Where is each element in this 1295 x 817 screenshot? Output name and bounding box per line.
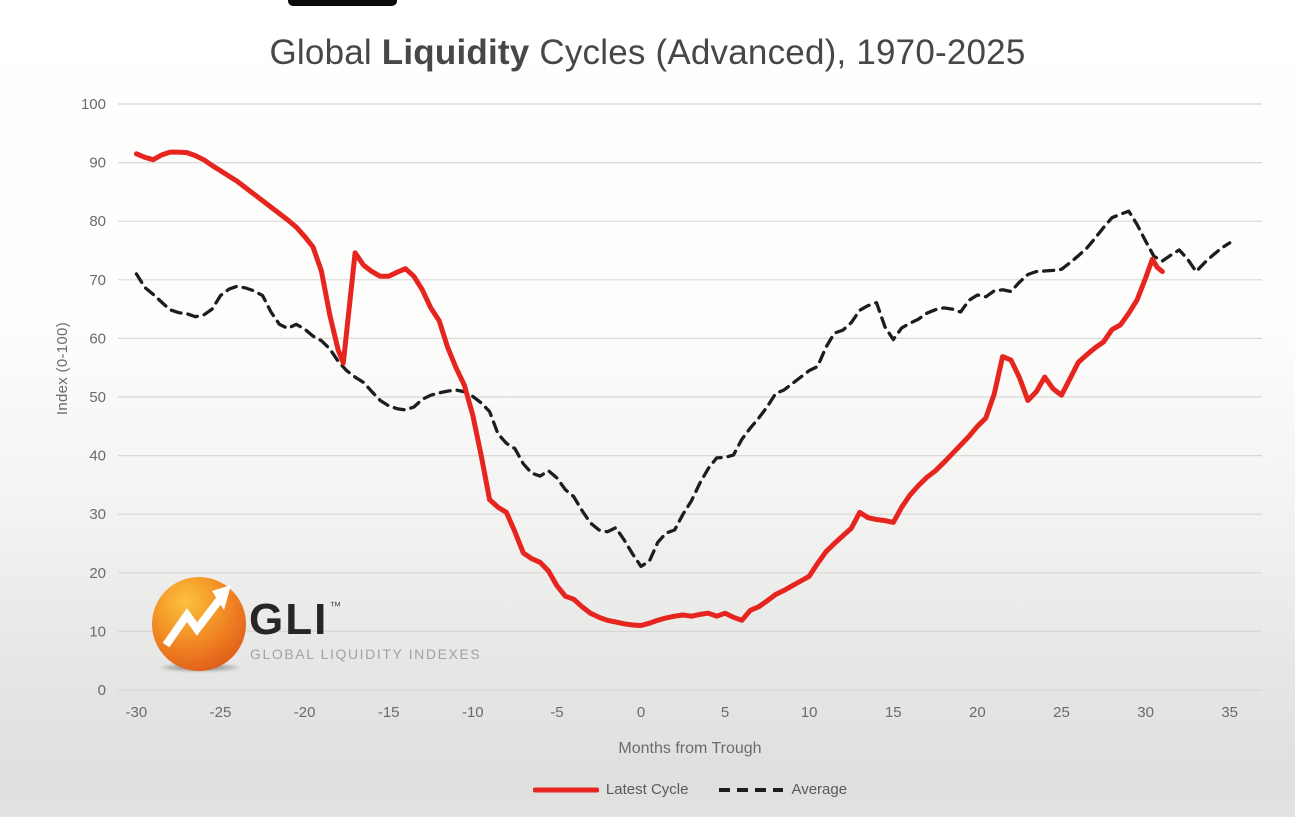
- chart-title-suffix: Cycles (Advanced), 1970-2025: [529, 33, 1026, 72]
- y-tick-label: 30: [89, 506, 106, 523]
- x-tick-label: -30: [126, 704, 148, 721]
- legend-item-latest-cycle: Latest Cycle: [532, 781, 689, 798]
- top-overlay-bar: [288, 0, 397, 6]
- x-tick-label: 20: [969, 704, 986, 721]
- legend-label-latest-cycle: Latest Cycle: [605, 781, 689, 798]
- x-tick-label: -20: [294, 704, 316, 721]
- x-tick-label: -10: [462, 704, 484, 721]
- gli-logo-text: GLI: [249, 595, 329, 644]
- gli-trademark: ™: [329, 599, 344, 613]
- gli-logo: GLI™ GLOBAL LIQUIDITY INDEXES: [152, 577, 480, 672]
- x-tick-label: 35: [1221, 704, 1238, 721]
- y-tick-label: 60: [89, 330, 106, 347]
- x-tick-label: 0: [637, 704, 645, 721]
- legend-solid-line-swatch: [532, 787, 599, 792]
- x-tick-label: 25: [1053, 704, 1070, 721]
- legend-item-average: Average: [718, 781, 847, 798]
- y-tick-label: 70: [89, 272, 106, 289]
- x-tick-label: 5: [721, 704, 729, 721]
- gli-logo-globe: [152, 577, 246, 671]
- x-tick-label: 10: [801, 704, 818, 721]
- y-tick-label: 50: [89, 389, 106, 406]
- legend-dashed-line-swatch: [719, 787, 784, 792]
- trend-arrow-icon: [162, 585, 231, 648]
- x-tick-label: -15: [378, 704, 400, 721]
- chart-title-prefix: Global: [269, 33, 382, 72]
- legend-label-average: Average: [791, 781, 848, 798]
- y-tick-label: 100: [81, 96, 106, 113]
- x-tick-label: 15: [885, 704, 902, 721]
- y-tick-label: 10: [89, 623, 106, 640]
- x-tick-label: -25: [210, 704, 232, 721]
- y-tick-label: 0: [98, 682, 106, 699]
- chart-title-bold: Liquidity: [381, 33, 530, 72]
- y-tick-label: 90: [89, 155, 106, 172]
- y-tick-label: 40: [89, 448, 106, 465]
- gli-logo-subtitle: GLOBAL LIQUIDITY INDEXES: [250, 646, 482, 662]
- chart-title: Global Liquidity Cycles (Advanced), 1970…: [0, 33, 1295, 73]
- series-line-average: [134, 209, 1232, 569]
- y-tick-label: 80: [89, 213, 106, 230]
- gli-logo-wordmark: GLI™: [249, 598, 342, 642]
- x-axis-title: Months from Trough: [618, 740, 762, 757]
- x-tick-label: 30: [1137, 704, 1154, 721]
- y-tick-label: 20: [89, 565, 106, 582]
- x-tick-label: -5: [550, 704, 563, 721]
- chart-legend: Latest Cycle Average: [118, 781, 1262, 798]
- series-line-latest-cycle: [133, 149, 1165, 628]
